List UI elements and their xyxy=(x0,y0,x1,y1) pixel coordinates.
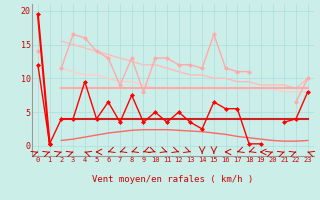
X-axis label: Vent moyen/en rafales ( km/h ): Vent moyen/en rafales ( km/h ) xyxy=(92,174,253,184)
